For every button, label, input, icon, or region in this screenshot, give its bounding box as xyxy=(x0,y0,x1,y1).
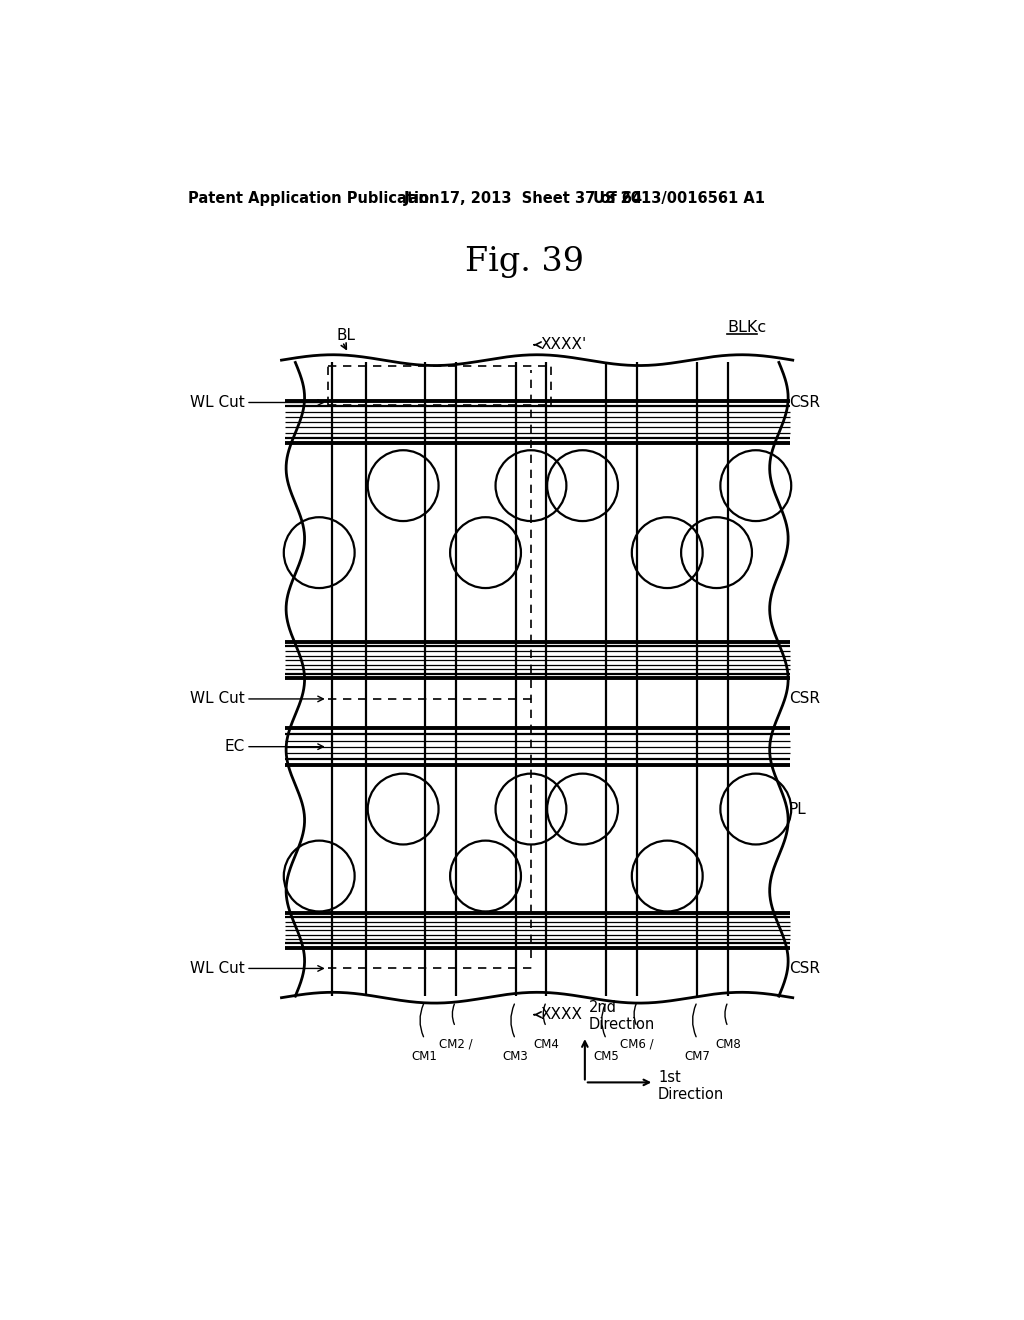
Text: WL Cut: WL Cut xyxy=(189,961,245,975)
Text: US 2013/0016561 A1: US 2013/0016561 A1 xyxy=(593,191,765,206)
Text: EC: EC xyxy=(224,739,245,754)
Text: CM1: CM1 xyxy=(412,1051,437,1063)
Text: XXXX': XXXX' xyxy=(541,337,587,352)
Text: Jan. 17, 2013  Sheet 37 of 64: Jan. 17, 2013 Sheet 37 of 64 xyxy=(403,191,643,206)
Text: CSR: CSR xyxy=(788,692,820,706)
Text: BL: BL xyxy=(337,327,356,343)
Text: CM2 /: CM2 / xyxy=(438,1038,472,1051)
Text: Patent Application Publication: Patent Application Publication xyxy=(188,191,440,206)
Text: XXXX: XXXX xyxy=(541,1007,583,1022)
Text: CSR: CSR xyxy=(788,395,820,411)
Text: WL Cut: WL Cut xyxy=(189,692,245,706)
Text: CM5: CM5 xyxy=(594,1051,620,1063)
Text: CSR: CSR xyxy=(788,961,820,975)
Text: BLKc: BLKc xyxy=(727,321,766,335)
Text: CM6 /: CM6 / xyxy=(621,1038,654,1051)
Text: 1st
Direction: 1st Direction xyxy=(658,1071,724,1102)
Text: CM4: CM4 xyxy=(534,1038,559,1051)
Text: Fig. 39: Fig. 39 xyxy=(465,247,585,279)
Text: WL Cut: WL Cut xyxy=(189,395,245,411)
Text: PL: PL xyxy=(788,801,807,817)
Text: 2nd
Direction: 2nd Direction xyxy=(589,1001,655,1032)
Text: CM8: CM8 xyxy=(715,1038,741,1051)
Text: CM7: CM7 xyxy=(684,1051,711,1063)
Text: CM3: CM3 xyxy=(503,1051,528,1063)
